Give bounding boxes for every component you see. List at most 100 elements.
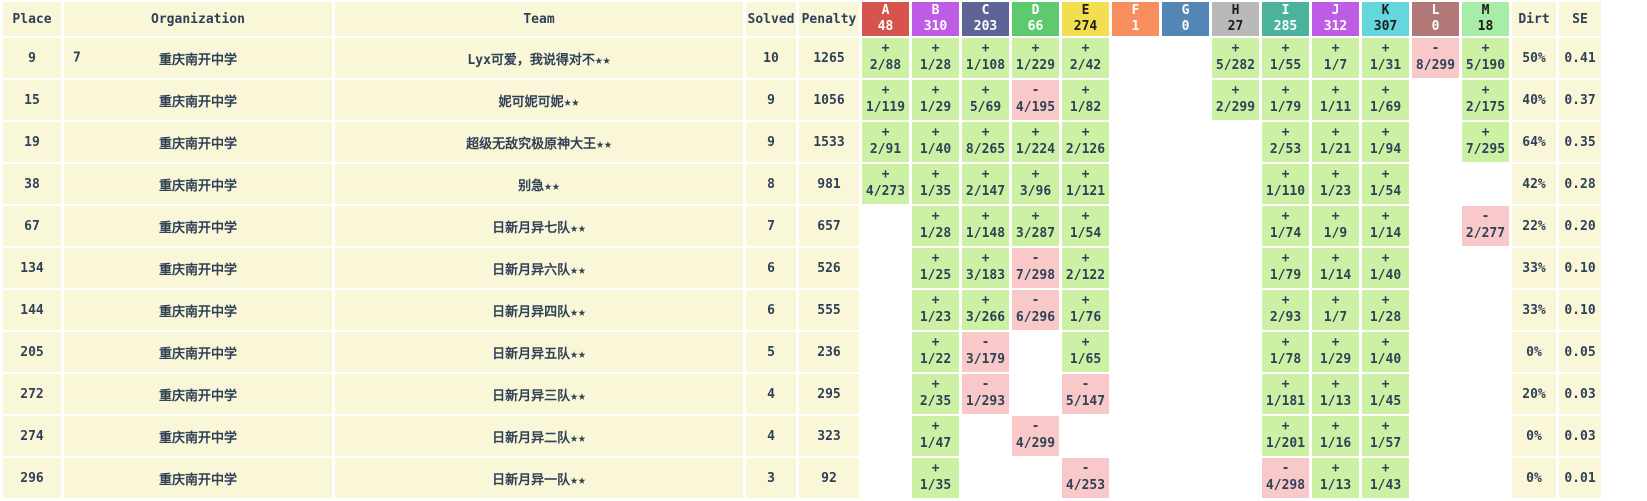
- attempt-status: +: [931, 251, 940, 267]
- attempt-tries-time: 1/229: [1015, 58, 1056, 73]
- problem-cell-E: +1/65: [1062, 332, 1109, 372]
- attempt-status: +: [881, 125, 890, 141]
- problem-header-K: K 307: [1362, 2, 1409, 36]
- attempt-tries-time: 1/65: [1069, 352, 1102, 367]
- problem-cell-A: +1/119: [862, 80, 909, 120]
- problem-cell-C: [962, 416, 1009, 456]
- problem-cell-A: [862, 332, 909, 372]
- attempt-tries-time: 1/181: [1265, 394, 1306, 409]
- problem-cell-H: +5/282: [1212, 38, 1259, 78]
- problem-cell-E: +1/82: [1062, 80, 1109, 120]
- standings-row[interactable]: 272 重庆南开中学 日新月异三队★★ 4 295 +2/35-1/293-5/147 +1…: [3, 374, 1601, 414]
- attempt-status: +: [931, 41, 940, 57]
- attempt-status: +: [1281, 335, 1290, 351]
- problem-cell-D: -6/296: [1012, 290, 1059, 330]
- penalty-cell: 1056: [799, 80, 859, 120]
- problem-cell-A: +2/88: [862, 38, 909, 78]
- attempt-tries-time: 1/43: [1369, 478, 1402, 493]
- problem-cell-C: -1/293: [962, 374, 1009, 414]
- attempt-tries-time: 8/265: [965, 142, 1006, 157]
- attempt-status: +: [981, 125, 990, 141]
- attempt-tries-time: 3/179: [965, 352, 1006, 367]
- problem-cell-K: +1/31: [1362, 38, 1409, 78]
- attempt-tries-time: 7/295: [1465, 142, 1506, 157]
- attempt-status: +: [931, 209, 940, 225]
- problem-letter: K: [1381, 2, 1390, 18]
- solved-cell: 10: [746, 38, 796, 78]
- problem-solve-count: 66: [1027, 19, 1044, 34]
- problem-cell-C: -3/179: [962, 332, 1009, 372]
- problem-letter: M: [1481, 2, 1490, 18]
- attempt-status: +: [1281, 419, 1290, 435]
- attempt-status: +: [931, 335, 940, 351]
- problem-cell-A: +4/273: [862, 164, 909, 204]
- organization-cell: 重庆南开中学: [64, 290, 332, 330]
- problem-solve-count: 0: [1181, 19, 1190, 34]
- problem-cell-K: +1/43: [1362, 458, 1409, 498]
- attempt-tries-time: 1/69: [1369, 100, 1402, 115]
- se-cell: 0.03: [1559, 374, 1601, 414]
- standings-row[interactable]: 9 重庆南开中学 7 Lyx可爱，我说得对不★★ 10 1265 +2/88 +1/28 +1/…: [3, 38, 1601, 78]
- problem-cell-E: +1/54: [1062, 206, 1109, 246]
- attempt-status: +: [1081, 335, 1090, 351]
- organization-cell: 重庆南开中学: [64, 458, 332, 498]
- attempt-tries-time: 2/126: [1065, 142, 1106, 157]
- attempt-status: +: [1381, 461, 1390, 477]
- problem-cell-I: +1/201: [1262, 416, 1309, 456]
- problem-header-D: D 66: [1012, 2, 1059, 36]
- attempt-tries-time: 1/11: [1319, 100, 1352, 115]
- attempt-tries-time: 1/79: [1269, 268, 1302, 283]
- problem-cell-F: [1112, 290, 1159, 330]
- problem-solve-count: 48: [877, 19, 894, 34]
- standings-row[interactable]: 274 重庆南开中学 日新月异二队★★ 4 323 +1/47-4/299 +1/201 +1…: [3, 416, 1601, 456]
- standings-row[interactable]: 15 重庆南开中学 妮可妮可妮★★ 9 1056 +1/119 +1/29 +5/69-4/1…: [3, 80, 1601, 120]
- problem-solve-count: 1: [1131, 19, 1140, 34]
- problem-cell-F: [1112, 38, 1159, 78]
- standings-row[interactable]: 296 重庆南开中学 日新月异一队★★ 3 92 +1/35-4/253-4/298 +1/…: [3, 458, 1601, 498]
- attempt-status: +: [931, 125, 940, 141]
- attempt-status: +: [1081, 251, 1090, 267]
- problem-cell-D: +3/96: [1012, 164, 1059, 204]
- solved-cell: 7: [746, 206, 796, 246]
- team-name-cell: 日新月异六队★★: [335, 248, 743, 288]
- attempt-status: +: [981, 293, 990, 309]
- team-name-cell: 日新月异一队★★: [335, 458, 743, 498]
- problem-cell-E: +2/42: [1062, 38, 1109, 78]
- attempt-status: +: [1281, 125, 1290, 141]
- dirt-cell: 42%: [1512, 164, 1556, 204]
- attempt-tries-time: 2/93: [1269, 310, 1302, 325]
- attempt-tries-time: 1/29: [919, 100, 952, 115]
- standings-table: Place Organization Team Solved Penalty A…: [3, 2, 1601, 498]
- problem-cell-B: +1/28: [912, 206, 959, 246]
- attempt-tries-time: 1/40: [1369, 268, 1402, 283]
- attempt-tries-time: 4/298: [1265, 478, 1306, 493]
- standings-row[interactable]: 19 重庆南开中学 超级无敌究极原神大王★★ 9 1533 +2/91 +1/40 +8/26…: [3, 122, 1601, 162]
- standings-row[interactable]: 67 重庆南开中学 日新月异七队★★ 7 657 +1/28 +1/148 +3/287 +1/…: [3, 206, 1601, 246]
- standings-row[interactable]: 38 重庆南开中学 别急★★ 8 981 +4/273 +1/35 +2/147 +3/96 +1…: [3, 164, 1601, 204]
- problem-cell-A: [862, 290, 909, 330]
- standings-row[interactable]: 205 重庆南开中学 日新月异五队★★ 5 236 +1/22-3/179 +1/65 +1/…: [3, 332, 1601, 372]
- problem-cell-I: +1/79: [1262, 248, 1309, 288]
- attempt-status: +: [1481, 125, 1490, 141]
- attempt-status: +: [1281, 41, 1290, 57]
- attempt-tries-time: 1/293: [965, 394, 1006, 409]
- organization-cell: 重庆南开中学: [64, 416, 332, 456]
- attempt-status: -: [1031, 419, 1040, 435]
- problem-cell-I: +2/93: [1262, 290, 1309, 330]
- organization-rank: 7: [73, 50, 81, 66]
- problem-cell-H: [1212, 206, 1259, 246]
- attempt-status: -: [1081, 377, 1090, 393]
- problem-cell-G: [1162, 374, 1209, 414]
- penalty-cell: 657: [799, 206, 859, 246]
- problem-cell-F: [1112, 122, 1159, 162]
- se-cell: 0.01: [1559, 458, 1601, 498]
- problem-cell-D: -7/298: [1012, 248, 1059, 288]
- problem-cell-K: +1/69: [1362, 80, 1409, 120]
- place-cell: 274: [3, 416, 61, 456]
- standings-row[interactable]: 134 重庆南开中学 日新月异六队★★ 6 526 +1/25 +3/183-7/298 +2…: [3, 248, 1601, 288]
- attempt-tries-time: 5/69: [969, 100, 1002, 115]
- column-dirt: Dirt: [1512, 2, 1556, 36]
- problem-letter: G: [1181, 2, 1190, 18]
- standings-row[interactable]: 144 重庆南开中学 日新月异四队★★ 6 555 +1/23 +3/266-6/296 +1…: [3, 290, 1601, 330]
